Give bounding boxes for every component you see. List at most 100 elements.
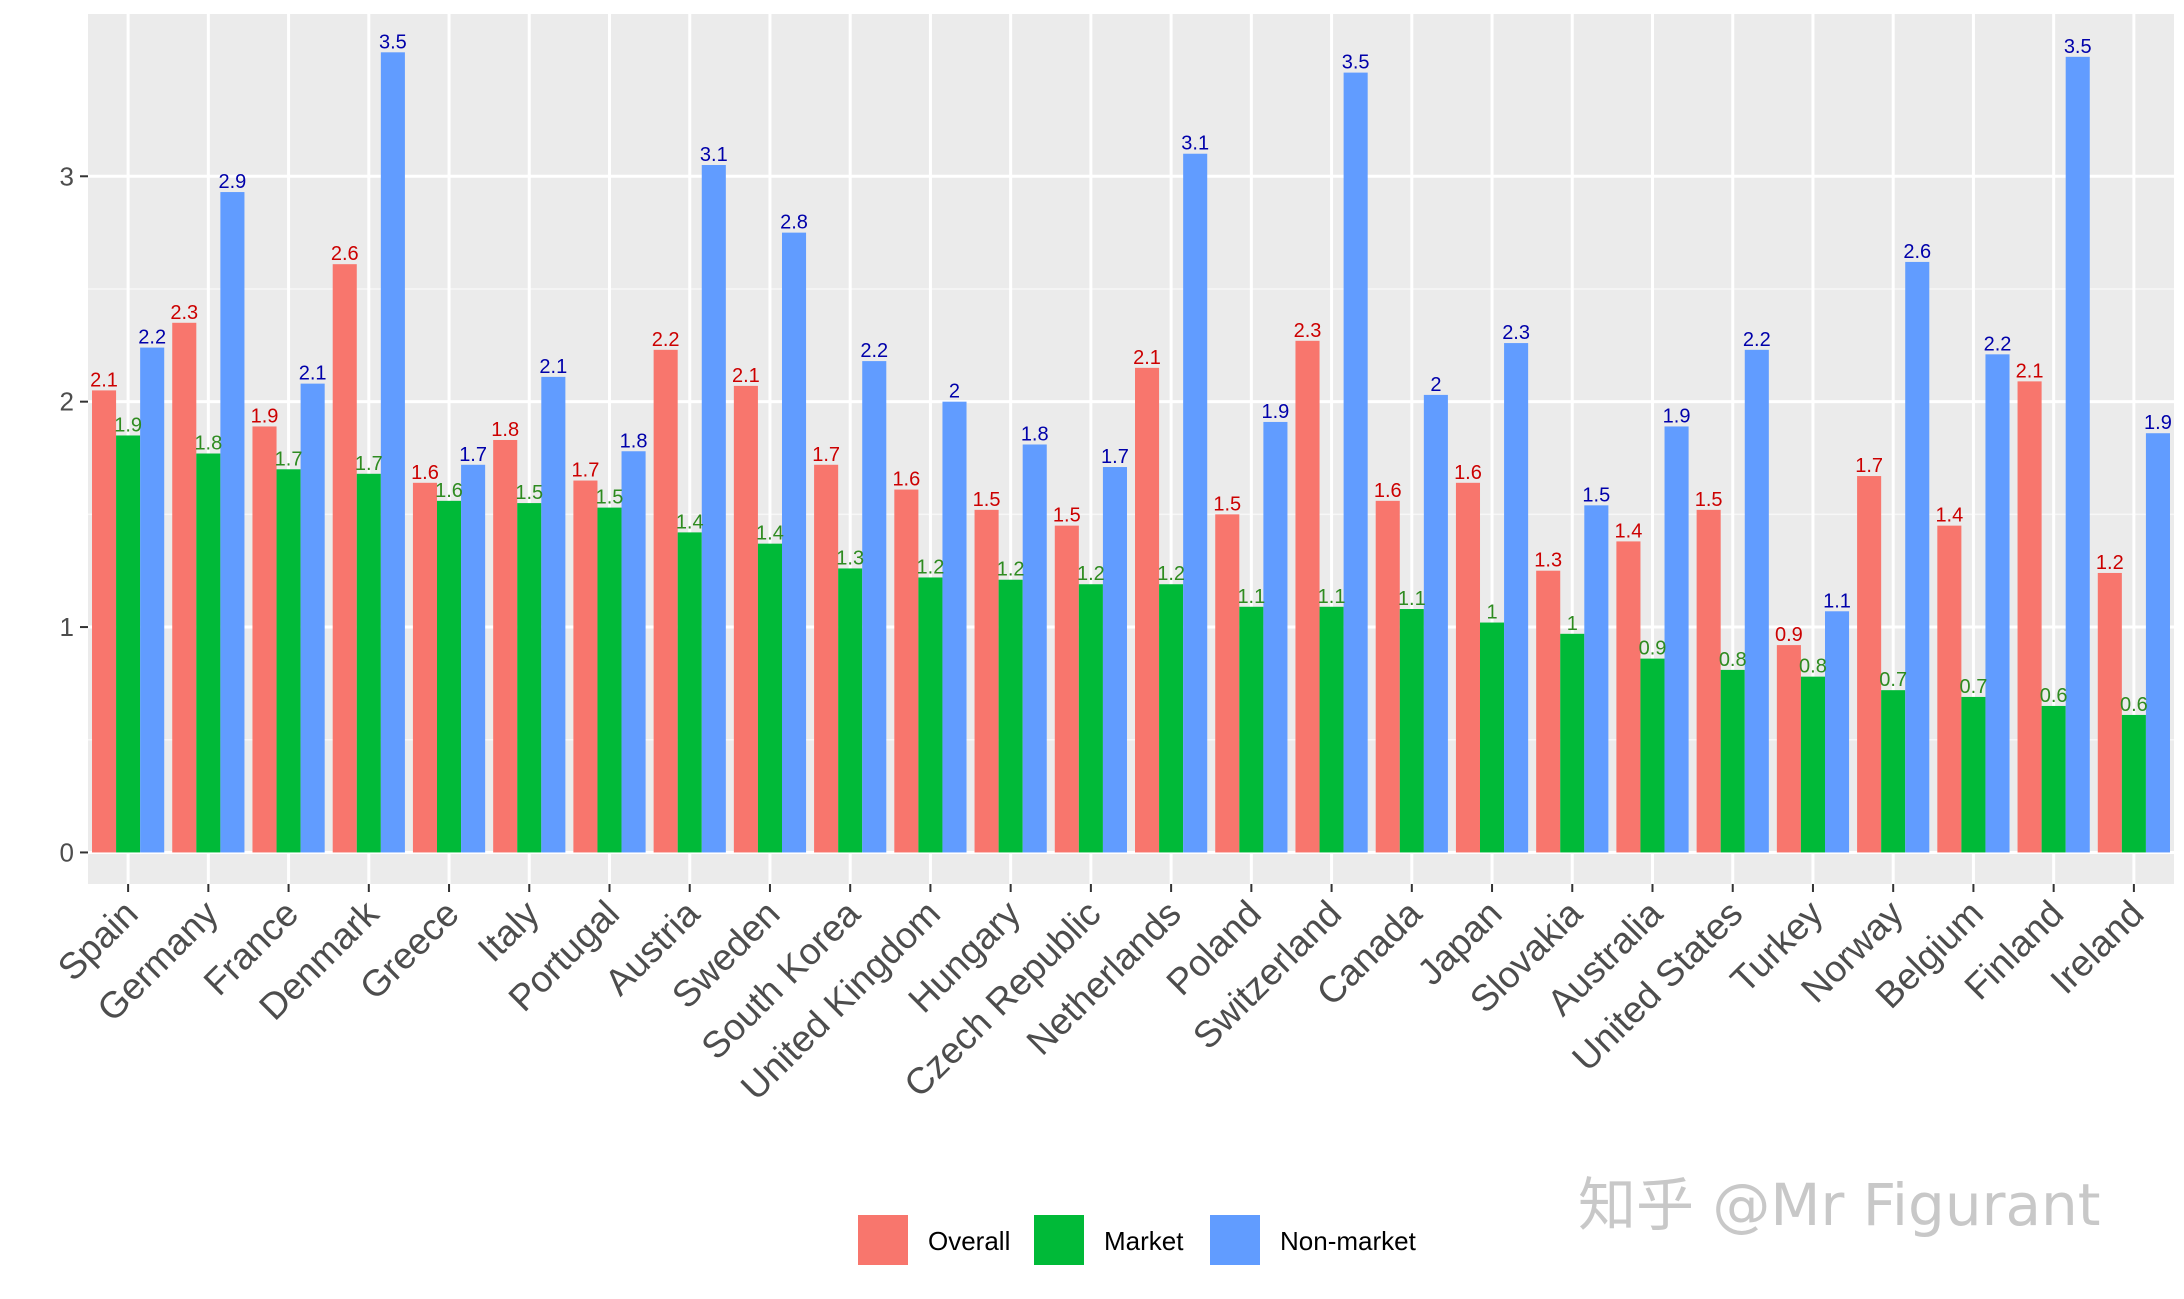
bar-non-market [2145,433,2170,853]
data-label-market: 0.8 [1799,656,1827,678]
data-label-market: 1.2 [1157,563,1185,585]
bar-non-market [1183,153,1208,853]
bar-market [116,435,141,853]
data-label-overall: 2.3 [1294,320,1322,342]
bar-non-market [1824,611,1850,853]
data-label-market: 0.6 [2120,694,2148,716]
bar-overall [1375,500,1400,853]
data-label-non-market: 2.2 [1743,329,1771,351]
legend-key-overall [858,1215,908,1265]
bar-market [597,507,622,853]
data-label-market: 1.7 [355,453,383,475]
data-label-market: 0.6 [2040,685,2068,707]
bar-non-market [862,361,887,853]
data-label-overall: 1.7 [572,460,600,482]
bar-non-market [220,192,245,853]
data-label-overall: 2.2 [652,329,680,351]
bar-overall [332,264,357,853]
data-label-non-market: 2.8 [780,212,808,234]
bar-non-market [781,232,807,853]
bar-non-market [1423,394,1448,853]
y-tick-label: 0 [60,837,74,867]
data-label-overall: 1.2 [2096,552,2124,574]
bar-overall [1857,476,1882,853]
bar-overall [1054,525,1079,853]
bar-market [356,473,381,853]
data-label-non-market: 1.5 [1582,484,1610,506]
data-label-overall: 1.5 [1053,505,1081,527]
legend-label: Overall [928,1226,1010,1256]
bar-market [517,503,542,853]
data-label-non-market: 2.1 [539,356,567,378]
bar-overall [573,480,598,853]
data-label-overall: 1.6 [1374,480,1402,502]
bar-overall [2017,381,2042,853]
bar-overall [252,426,277,853]
data-label-overall: 1.6 [411,462,439,484]
bar-overall [1455,482,1481,853]
legend-key-market [1034,1215,1084,1265]
bar-overall [1215,514,1240,853]
data-label-overall: 2.1 [90,369,118,391]
data-label-non-market: 2.2 [138,327,166,349]
bar-non-market [701,165,726,853]
data-label-non-market: 1.1 [1823,590,1851,612]
data-label-overall: 1.7 [812,444,840,466]
bar-overall [733,385,758,853]
bar-overall [1536,570,1561,853]
bar-overall [1295,340,1320,853]
bar-market [1720,669,1745,853]
bar-overall [172,322,197,853]
bar-non-market [1022,444,1047,853]
bar-non-market [942,401,967,853]
bar-non-market [140,347,165,853]
data-label-non-market: 1.9 [1262,401,1290,423]
bar-overall [653,349,678,853]
data-label-market: 1.8 [194,433,222,455]
data-label-non-market: 1.9 [1663,405,1691,427]
data-label-overall: 2.1 [1133,347,1161,369]
bar-overall [493,439,518,853]
bar-overall [974,509,999,853]
data-label-overall: 1.5 [1213,493,1241,515]
data-label-non-market: 2.1 [299,363,327,385]
data-label-overall: 2.1 [732,365,760,387]
data-label-overall: 1.7 [1855,455,1883,477]
data-label-non-market: 2.2 [1984,333,2012,355]
data-label-overall: 2.3 [170,302,198,324]
data-label-market: 1.2 [1077,563,1105,585]
bar-overall [1776,645,1801,853]
data-label-market: 1.2 [997,559,1025,581]
legend-label: Market [1104,1226,1184,1256]
data-label-overall: 1.5 [1695,489,1723,511]
bar-non-market [1263,421,1288,853]
data-label-overall: 2.6 [331,243,359,265]
data-label-overall: 1.4 [1615,520,1643,542]
bar-overall [1937,525,1962,853]
bar-market [1159,584,1184,853]
bar-market [1800,676,1825,853]
bar-non-market [2065,56,2090,853]
watermark-text: 知乎 @Mr Figurant [1578,1171,2100,1239]
data-label-non-market: 1.8 [1021,423,1049,445]
bar-overall [894,489,919,853]
bar-market [1399,609,1424,853]
bar-non-market [380,52,405,853]
data-label-market: 1.5 [596,487,624,509]
data-label-overall: 1.6 [1454,462,1482,484]
data-label-market: 0.7 [1960,676,1988,698]
bar-market [437,500,462,853]
data-label-non-market: 1.9 [2144,412,2172,434]
data-label-market: 1.4 [756,523,784,545]
data-label-non-market: 1.7 [459,444,487,466]
legend-label: Non-market [1280,1226,1417,1256]
data-label-market: 1.6 [435,480,463,502]
bars [92,52,2170,853]
data-label-market: 0.7 [1879,669,1907,691]
data-label-overall: 1.8 [491,419,519,441]
bar-non-market [1985,354,2010,853]
data-label-non-market: 2 [1430,374,1441,396]
data-label-market: 0.8 [1719,649,1747,671]
